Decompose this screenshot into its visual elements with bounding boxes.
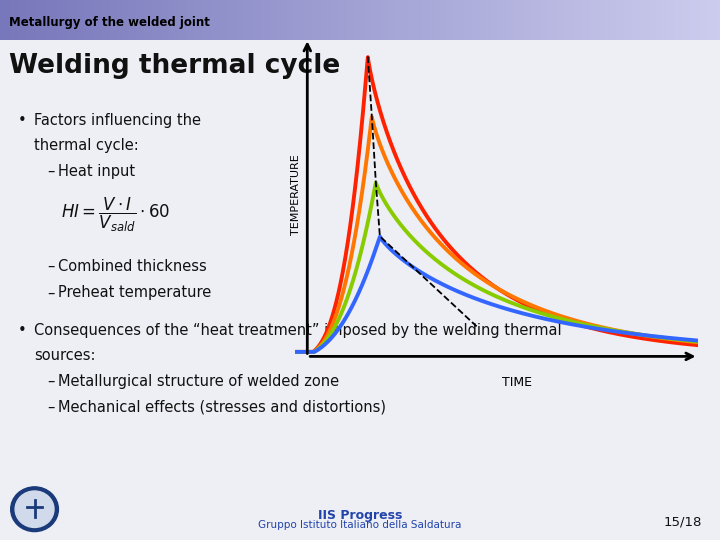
Text: Combined thickness: Combined thickness: [58, 259, 207, 274]
Text: –: –: [47, 285, 54, 300]
Text: Preheat temperature: Preheat temperature: [58, 285, 211, 300]
Text: sources:: sources:: [34, 348, 95, 362]
Text: Gruppo Istituto Italiano della Saldatura: Gruppo Istituto Italiano della Saldatura: [258, 520, 462, 530]
Text: Metallurgy of the welded joint: Metallurgy of the welded joint: [9, 16, 210, 29]
Text: Mechanical effects (stresses and distortions): Mechanical effects (stresses and distort…: [58, 400, 386, 415]
Text: –: –: [47, 164, 54, 179]
Text: Metallurgical structure of welded zone: Metallurgical structure of welded zone: [58, 374, 338, 389]
Text: –: –: [47, 374, 54, 389]
Text: TEMPERATURE: TEMPERATURE: [291, 154, 301, 235]
Text: •: •: [18, 323, 27, 338]
Circle shape: [15, 491, 54, 528]
Text: •: •: [18, 113, 27, 128]
Circle shape: [11, 487, 58, 531]
Text: IIS Progress: IIS Progress: [318, 509, 402, 522]
Text: –: –: [47, 400, 54, 415]
Text: –: –: [47, 259, 54, 274]
Text: Consequences of the “heat treatment” imposed by the welding thermal: Consequences of the “heat treatment” imp…: [34, 323, 562, 338]
Text: Factors influencing the: Factors influencing the: [34, 113, 201, 128]
Text: thermal cycle:: thermal cycle:: [34, 138, 138, 153]
Text: Heat input: Heat input: [58, 164, 135, 179]
Text: 15/18: 15/18: [664, 515, 702, 528]
Text: TIME: TIME: [502, 376, 532, 389]
Text: Welding thermal cycle: Welding thermal cycle: [9, 53, 340, 79]
Text: $HI = \dfrac{V \cdot I}{V_{sald}} \cdot 60$: $HI = \dfrac{V \cdot I}{V_{sald}} \cdot …: [61, 195, 171, 234]
